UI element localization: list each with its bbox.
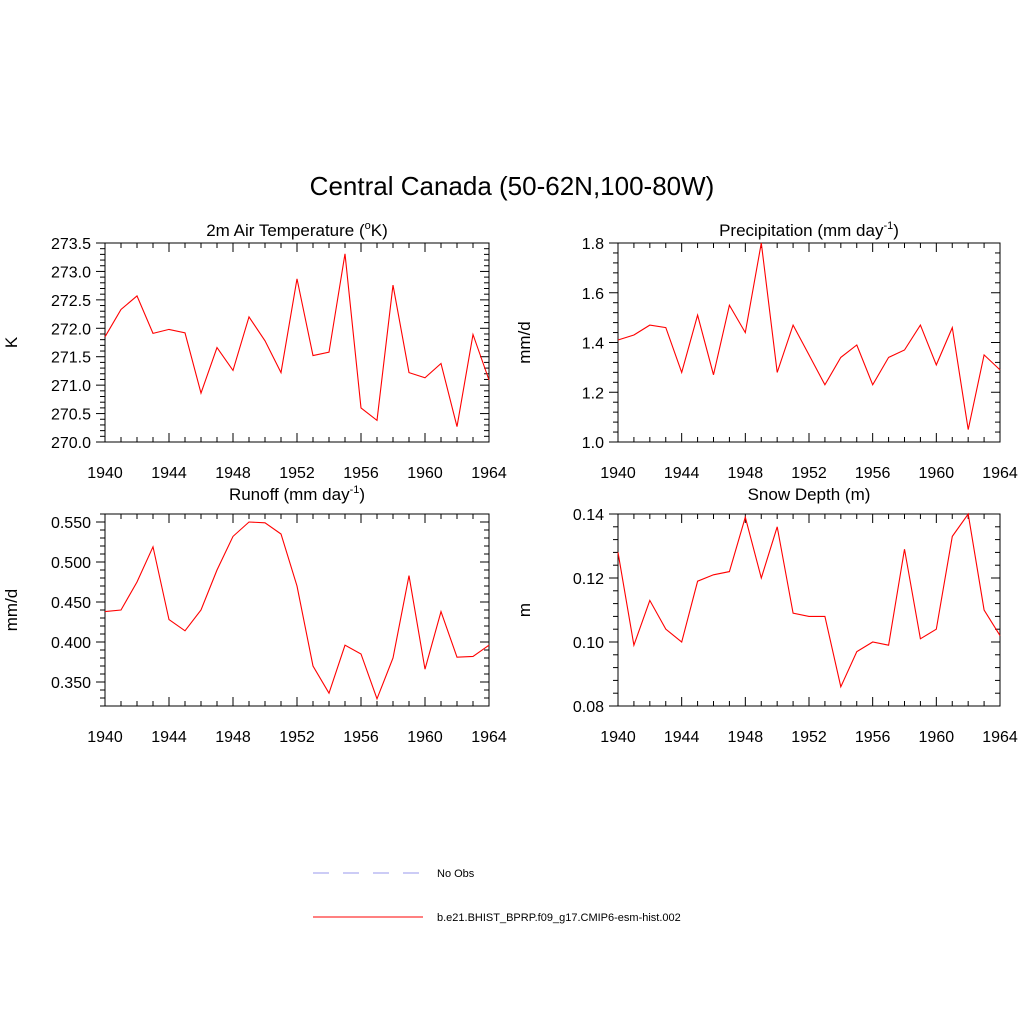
legend: No Obs b.e21.BHIST_BPRP.f09_g17.CMIP6-esm… — [313, 868, 681, 924]
panel-title-suffix: ) — [359, 485, 365, 504]
series-line — [104, 521, 490, 701]
x-tick-label: 1960 — [919, 729, 955, 746]
y-axis-label: K — [2, 336, 21, 348]
panel-2: Precipitation (mm day-1) mm/d 1940 1944 1948… — [515, 220, 1018, 482]
panel-1: 2m Air Temperature (oK) K 1940 1944 1948 1952… — [2, 220, 507, 482]
y-tick-label: 1.0 — [582, 435, 604, 452]
x-tick-label: 1956 — [855, 465, 891, 482]
y-tick-label: 270.0 — [51, 435, 91, 452]
panel-title-superscript: -1 — [350, 484, 360, 496]
x-tick-label: 1940 — [600, 465, 636, 482]
legend-item: No Obs — [313, 868, 475, 880]
x-tick-label: 1940 — [87, 729, 123, 746]
panel-3: Runoff (mm day-1) mm/d 1940 1944 1948 1952 195… — [2, 484, 507, 746]
x-tick-label: 1948 — [215, 465, 251, 482]
legend-label: No Obs — [437, 868, 475, 880]
y-tick-label: 0.400 — [51, 635, 91, 652]
x-tick-label: 1948 — [728, 465, 764, 482]
x-tick-label: 1952 — [791, 729, 827, 746]
panel-title: 2m Air Temperature (oK) — [206, 220, 388, 240]
figure-title: Central Canada (50-62N,100-80W) — [310, 171, 715, 201]
y-tick-label: 0.500 — [51, 555, 91, 572]
x-tick-label: 1944 — [151, 465, 187, 482]
x-tick-label: 1960 — [407, 465, 443, 482]
x-tick-label: 1952 — [279, 729, 315, 746]
y-tick-label: 0.14 — [573, 507, 604, 524]
panel-4: Snow Depth (m) m 1940 1944 1948 1952 1956 1960 1… — [515, 485, 1018, 746]
panel-title-main: Precipitation (mm day — [719, 221, 884, 240]
y-tick-label: 273.0 — [51, 264, 91, 281]
x-tick-label: 1960 — [407, 729, 443, 746]
plot-frame — [617, 242, 1001, 443]
x-tick-label: 1952 — [791, 465, 827, 482]
y-tick-label: 0.450 — [51, 595, 91, 612]
x-tick-label: 1960 — [919, 465, 955, 482]
plot-frame — [104, 513, 490, 707]
y-tick-label: 272.0 — [51, 321, 91, 338]
y-axis-label: mm/d — [515, 321, 534, 364]
y-tick-label: 1.8 — [582, 236, 604, 253]
y-tick-label: 0.12 — [573, 571, 604, 588]
y-tick-label: 0.550 — [51, 515, 91, 532]
x-tick-label: 1948 — [728, 729, 764, 746]
plot-frame — [617, 513, 1001, 707]
y-tick-label: 0.10 — [573, 635, 604, 652]
x-tick-label: 1964 — [982, 465, 1018, 482]
x-tick-label: 1944 — [151, 729, 187, 746]
x-tick-label: 1940 — [87, 465, 123, 482]
plot-frame — [104, 242, 490, 443]
series-line — [617, 242, 1001, 430]
panel-title-suffix: ) — [893, 221, 899, 240]
y-tick-label: 273.5 — [51, 236, 91, 253]
panels: 2m Air Temperature (oK) K 1940 1944 1948 1952… — [2, 220, 1018, 746]
panel-title-suffix: K) — [371, 221, 388, 240]
legend-label: b.e21.BHIST_BPRP.f09_g17.CMIP6-esm-hist.… — [437, 912, 681, 924]
x-tick-label: 1944 — [664, 465, 700, 482]
y-tick-label: 0.350 — [51, 675, 91, 692]
y-tick-label: 1.4 — [582, 336, 604, 353]
legend-item: b.e21.BHIST_BPRP.f09_g17.CMIP6-esm-hist.… — [313, 912, 681, 924]
x-tick-label: 1964 — [471, 465, 507, 482]
x-tick-label: 1956 — [343, 465, 379, 482]
y-axis-label: mm/d — [2, 589, 21, 632]
x-tick-label: 1944 — [664, 729, 700, 746]
panel-title: Precipitation (mm day-1) — [719, 220, 899, 240]
panel-title-main: 2m Air Temperature ( — [206, 221, 365, 240]
y-tick-label: 271.0 — [51, 378, 91, 395]
panel-title: Runoff (mm day-1) — [229, 484, 365, 504]
y-tick-label: 270.5 — [51, 407, 91, 424]
panel-title-main: Snow Depth (m) — [748, 485, 871, 504]
series-line — [104, 253, 490, 427]
series-line — [617, 512, 1001, 689]
y-tick-label: 0.08 — [573, 699, 604, 716]
panel-title-main: Runoff (mm day — [229, 485, 350, 504]
x-tick-label: 1940 — [600, 729, 636, 746]
y-axis-label: m — [515, 603, 534, 617]
y-tick-label: 1.2 — [582, 385, 604, 402]
x-tick-label: 1952 — [279, 465, 315, 482]
y-tick-label: 1.6 — [582, 286, 604, 303]
y-tick-label: 271.5 — [51, 350, 91, 367]
x-tick-label: 1956 — [343, 729, 379, 746]
panel-title-superscript: o — [365, 220, 371, 232]
y-tick-label: 272.5 — [51, 293, 91, 310]
x-tick-label: 1948 — [215, 729, 251, 746]
panel-title: Snow Depth (m) — [748, 485, 871, 504]
panel-title-superscript: -1 — [883, 220, 893, 232]
x-tick-label: 1964 — [471, 729, 507, 746]
x-tick-label: 1956 — [855, 729, 891, 746]
x-tick-label: 1964 — [982, 729, 1018, 746]
